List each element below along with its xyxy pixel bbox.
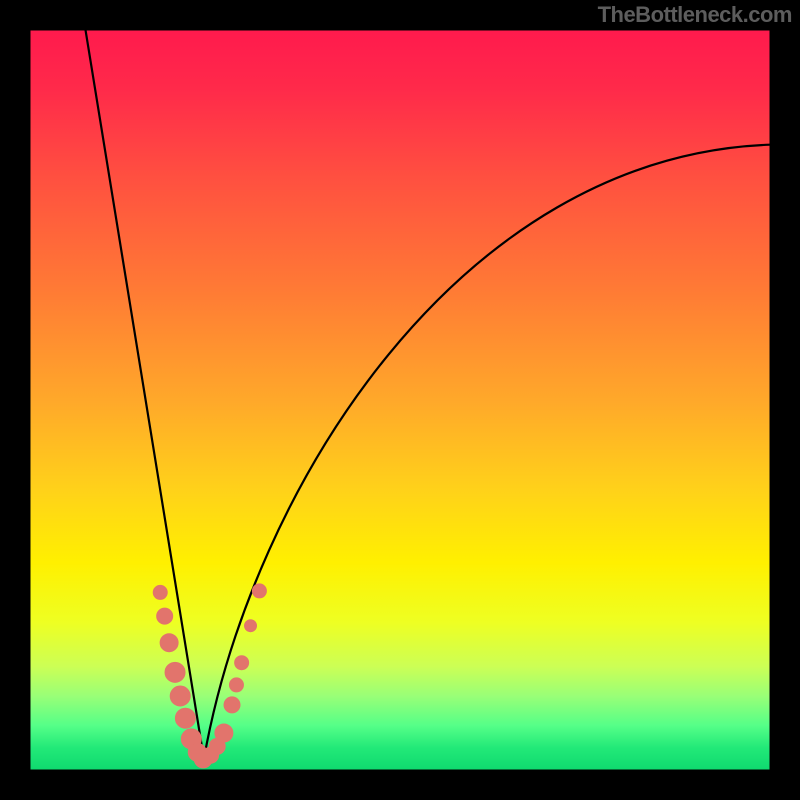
watermark-text: TheBottleneck.com bbox=[598, 2, 792, 28]
data-marker bbox=[215, 724, 233, 742]
data-marker bbox=[252, 584, 266, 598]
data-marker bbox=[175, 708, 195, 728]
chart-container: TheBottleneck.com bbox=[0, 0, 800, 800]
data-marker bbox=[224, 697, 240, 713]
data-marker bbox=[160, 634, 178, 652]
data-marker bbox=[165, 662, 185, 682]
data-marker bbox=[235, 656, 249, 670]
chart-svg bbox=[0, 0, 800, 800]
gradient-background bbox=[30, 30, 770, 770]
data-marker bbox=[229, 678, 243, 692]
data-marker bbox=[153, 585, 167, 599]
data-marker bbox=[170, 686, 190, 706]
data-marker bbox=[157, 608, 173, 624]
data-marker bbox=[245, 620, 257, 632]
